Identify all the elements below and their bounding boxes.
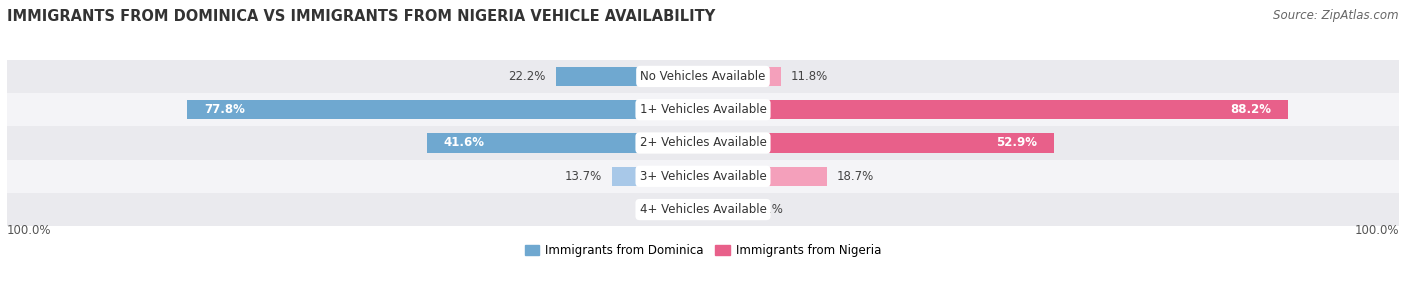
- Text: 52.9%: 52.9%: [995, 136, 1038, 150]
- Text: No Vehicles Available: No Vehicles Available: [640, 70, 766, 83]
- Text: 13.7%: 13.7%: [565, 170, 602, 183]
- Text: 2+ Vehicles Available: 2+ Vehicles Available: [640, 136, 766, 150]
- Bar: [703, 200, 744, 219]
- Bar: [703, 100, 1288, 119]
- Text: 22.2%: 22.2%: [509, 70, 546, 83]
- Bar: [427, 133, 703, 153]
- Text: 18.7%: 18.7%: [837, 170, 875, 183]
- Bar: [7, 193, 1399, 226]
- Text: 100.0%: 100.0%: [1354, 224, 1399, 237]
- Bar: [7, 126, 1399, 160]
- Text: Source: ZipAtlas.com: Source: ZipAtlas.com: [1274, 9, 1399, 21]
- Bar: [703, 133, 1053, 153]
- Text: 4+ Vehicles Available: 4+ Vehicles Available: [640, 203, 766, 216]
- Text: 41.6%: 41.6%: [444, 136, 485, 150]
- Text: IMMIGRANTS FROM DOMINICA VS IMMIGRANTS FROM NIGERIA VEHICLE AVAILABILITY: IMMIGRANTS FROM DOMINICA VS IMMIGRANTS F…: [7, 9, 716, 23]
- Text: 77.8%: 77.8%: [204, 103, 245, 116]
- Bar: [187, 100, 703, 119]
- Legend: Immigrants from Dominica, Immigrants from Nigeria: Immigrants from Dominica, Immigrants fro…: [520, 239, 886, 262]
- Bar: [7, 160, 1399, 193]
- Bar: [555, 67, 703, 86]
- Bar: [7, 93, 1399, 126]
- Text: 3+ Vehicles Available: 3+ Vehicles Available: [640, 170, 766, 183]
- Text: 6.1%: 6.1%: [754, 203, 783, 216]
- Bar: [612, 167, 703, 186]
- Bar: [675, 200, 703, 219]
- Text: 88.2%: 88.2%: [1230, 103, 1271, 116]
- Text: 4.2%: 4.2%: [636, 203, 665, 216]
- Text: 100.0%: 100.0%: [7, 224, 52, 237]
- Text: 11.8%: 11.8%: [792, 70, 828, 83]
- Bar: [703, 167, 827, 186]
- Bar: [703, 67, 782, 86]
- Text: 1+ Vehicles Available: 1+ Vehicles Available: [640, 103, 766, 116]
- Bar: [7, 60, 1399, 93]
